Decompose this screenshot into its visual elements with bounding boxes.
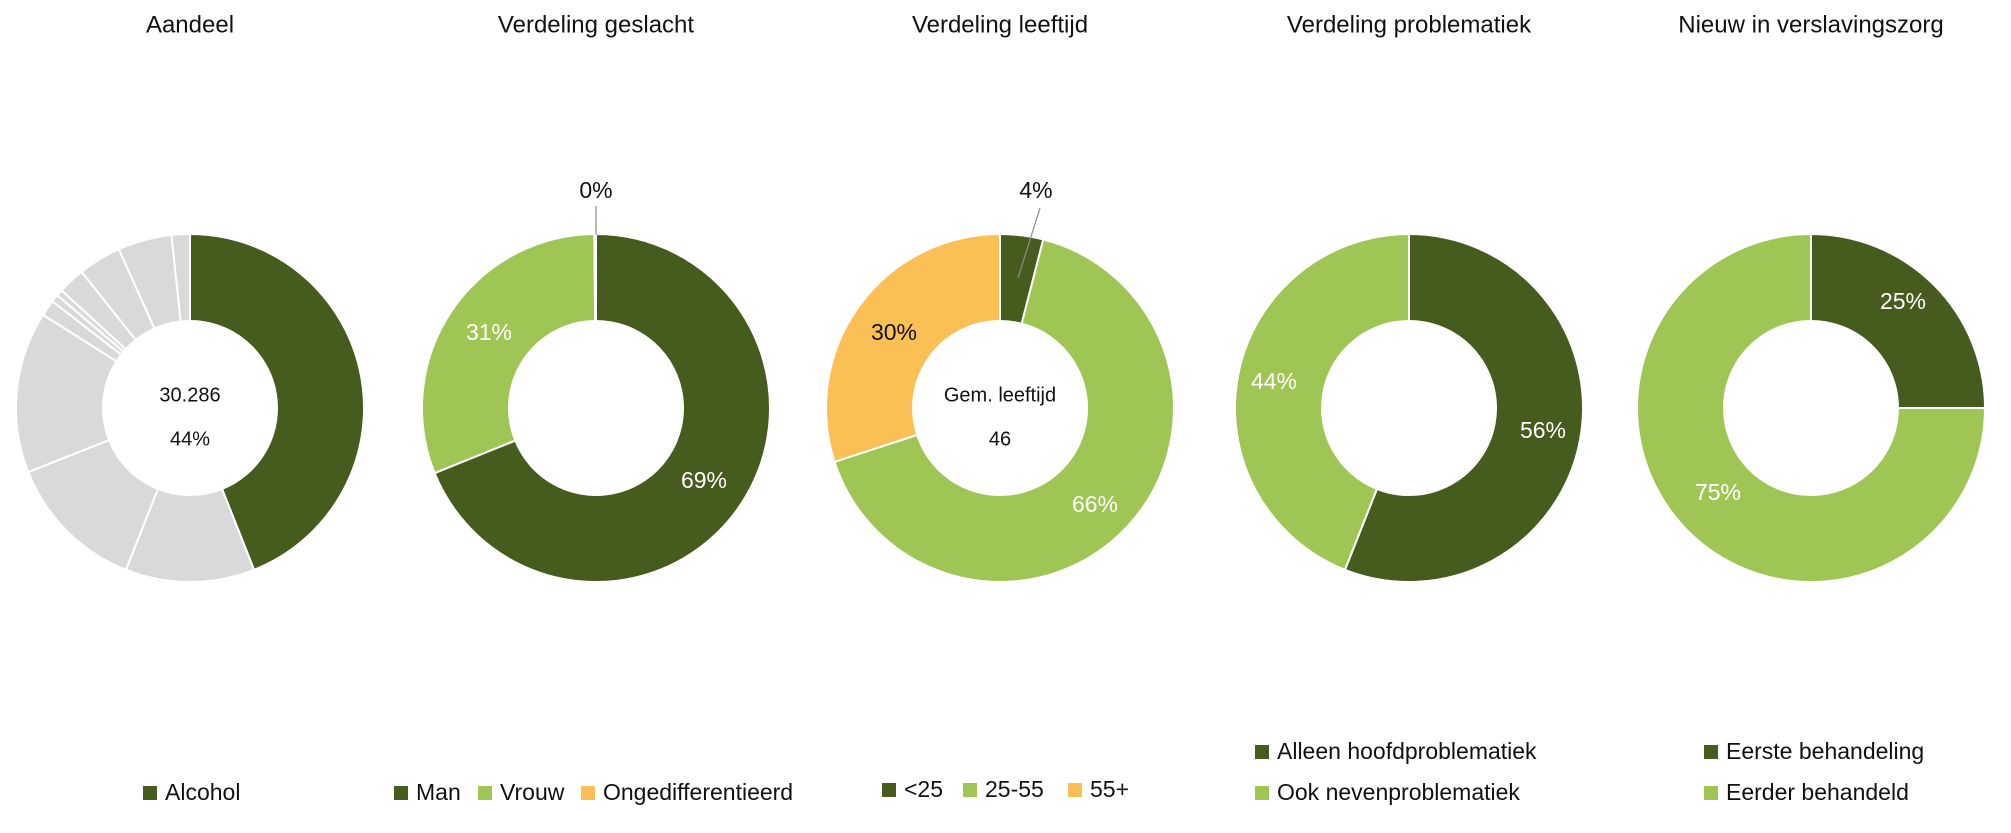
slice-data-label: 66% — [1072, 491, 1118, 517]
chart-title: Verdeling leeftijd — [912, 11, 1088, 38]
legend-label: Alleen hoofdproblematiek — [1277, 738, 1537, 764]
center-label: 46 — [989, 428, 1011, 450]
donut-slice — [1636, 232, 1987, 583]
legend-swatch — [478, 786, 492, 800]
legend-label: Vrouw — [500, 779, 565, 805]
donut-slice — [421, 232, 597, 475]
donut-chart-5: Nieuw in verslavingszorg 25% 75% Eerste beh… — [1636, 11, 1987, 805]
slice-data-label: 30% — [871, 319, 917, 345]
legend-swatch — [581, 786, 595, 800]
legend-label: Man — [416, 779, 461, 805]
legend-label: Eerste behandeling — [1726, 738, 1924, 764]
leader-line — [1017, 207, 1041, 279]
donut-slice — [593, 232, 597, 323]
center-label: Gem. leeftijd — [944, 384, 1056, 406]
donut-chart-3: Verdeling leeftijd 4% 66% 30% Gem. leeftijd 4… — [825, 11, 1175, 802]
chart-title: Nieuw in verslavingszorg — [1678, 11, 1943, 38]
chart-title: Verdeling problematiek — [1287, 11, 1532, 38]
legend-label: 55+ — [1090, 776, 1129, 802]
legend-swatch — [143, 786, 157, 800]
donut-chart-2: Verdeling geslacht 69% 31% 0% Man Vrouw Ongedi… — [394, 11, 793, 805]
donut-slice — [825, 232, 1001, 464]
legend-swatch — [1704, 745, 1718, 759]
legend-label: Ook nevenproblematiek — [1277, 779, 1520, 805]
center-label: 44% — [170, 428, 210, 450]
slice-data-label: 4% — [1019, 177, 1052, 203]
slice-data-label: 69% — [681, 467, 727, 493]
slice-data-label: 31% — [466, 319, 512, 345]
chart-title: Aandeel — [146, 11, 234, 38]
legend-swatch — [1068, 783, 1082, 797]
donut-slice — [1810, 232, 1987, 409]
legend-swatch — [1255, 786, 1269, 800]
legend-swatch — [394, 786, 408, 800]
legend-label: <25 — [904, 776, 943, 802]
donut-slice — [1234, 232, 1410, 572]
donut-chart-1: Aandeel 30.286 44% Alcohol — [15, 11, 365, 805]
center-label: 30.286 — [159, 384, 220, 406]
donut-slice — [1343, 232, 1585, 583]
donut-chart-4: Verdeling problematiek 56% 44% Alleen hoofd… — [1234, 11, 1585, 805]
slice-data-label: 75% — [1695, 479, 1741, 505]
slice-data-label: 56% — [1520, 417, 1566, 443]
donut-slice — [170, 232, 191, 323]
chart-title: Verdeling geslacht — [498, 11, 694, 38]
donut-slice — [189, 232, 365, 572]
slice-data-label: 25% — [1880, 288, 1926, 314]
legend-label: Alcohol — [165, 779, 240, 805]
legend-label: 25-55 — [985, 776, 1044, 802]
legend-swatch — [882, 783, 896, 797]
legend-swatch — [1255, 745, 1269, 759]
slice-data-label: 0% — [579, 177, 612, 203]
donut-slice — [433, 232, 771, 583]
legend-swatch — [963, 783, 977, 797]
donut-slice — [833, 238, 1175, 584]
slice-data-label: 44% — [1251, 368, 1297, 394]
legend-swatch — [1704, 786, 1718, 800]
legend-label: Eerder behandeld — [1726, 779, 1909, 805]
legend-label: Ongedifferentieerd — [603, 779, 793, 805]
